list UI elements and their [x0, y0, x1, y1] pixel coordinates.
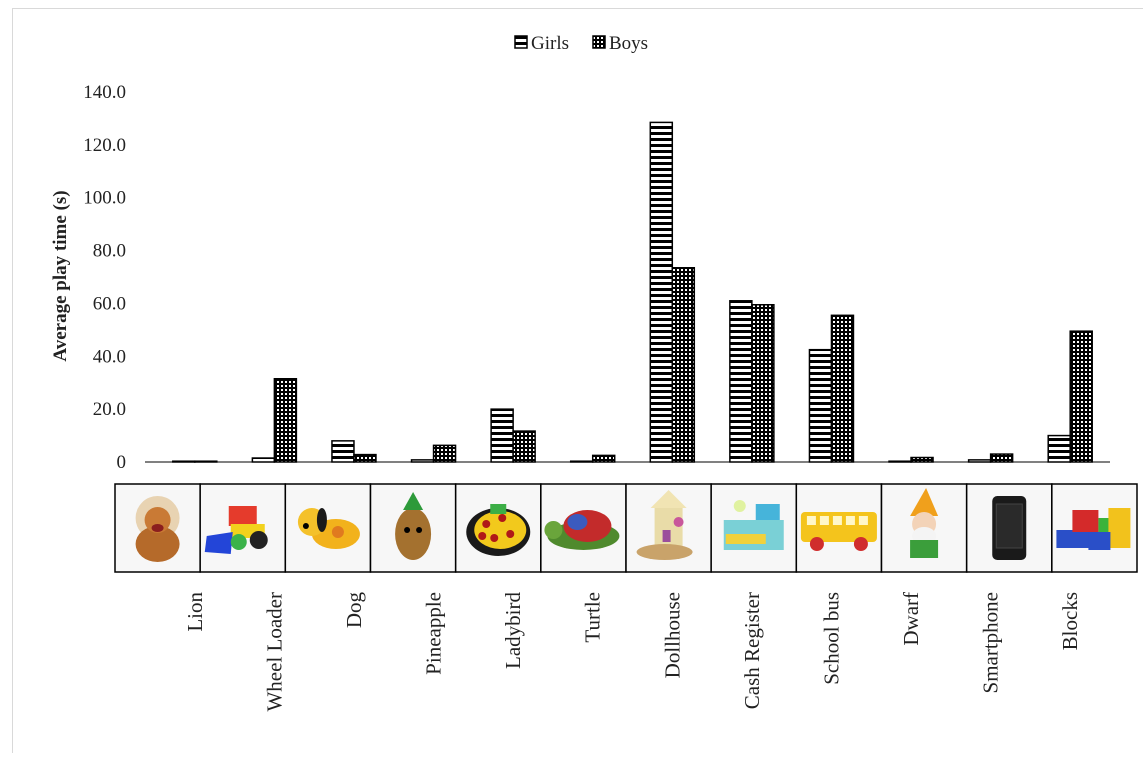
x-tick-label: Cash Register	[740, 592, 764, 709]
dog-toy-icon	[285, 484, 370, 572]
y-tick-label: 60.0	[93, 293, 126, 314]
bar-boys-school-bus	[831, 315, 853, 462]
bar-boys-ladybird	[513, 431, 535, 462]
y-tick-label: 140.0	[83, 82, 126, 103]
x-tick-label: Pineapple	[422, 592, 446, 675]
x-tick-label: Blocks	[1058, 592, 1082, 650]
lion-plush-toy-icon	[115, 484, 200, 572]
bar-boys-dollhouse	[672, 268, 694, 462]
y-tick-label: 100.0	[83, 188, 126, 209]
x-tick-label: Wheel Loader	[262, 592, 286, 712]
legend-label-girls: Girls	[531, 33, 569, 54]
smartphone-icon	[967, 484, 1052, 572]
bar-boys-pineapple	[434, 445, 456, 462]
turtle-plush-toy-icon	[541, 484, 626, 572]
category-labels: Lion Wheel Loader Dog Pineapple Ladybird Turt…	[183, 592, 1082, 712]
bar-girls-wheel-loader	[252, 458, 274, 462]
bar-girls-ladybird	[491, 409, 513, 462]
y-tick-label: 80.0	[93, 241, 126, 262]
x-tick-label: Dog	[342, 592, 366, 629]
bar-girls-blocks	[1048, 436, 1070, 462]
bar-girls-pineapple	[412, 460, 434, 462]
wheel-loader-toy-icon	[200, 484, 285, 572]
bar-boys-cash-register	[752, 305, 774, 462]
ladybird-toy-icon	[456, 484, 541, 572]
bar-girls-smartphone	[969, 460, 991, 462]
pineapple-plush-toy-icon	[371, 484, 456, 572]
school-bus-toy-icon	[796, 484, 881, 572]
bar-girls-lion	[173, 461, 195, 462]
legend-swatch-boys	[593, 36, 605, 48]
bars	[173, 122, 1092, 462]
legend-label-boys: Boys	[609, 33, 648, 54]
y-tick-label: 120.0	[83, 135, 126, 156]
dollhouse-toy-icon	[626, 484, 711, 572]
x-tick-label: Turtle	[581, 592, 605, 643]
bar-girls-dog	[332, 441, 354, 462]
bar-girls-dollhouse	[650, 122, 672, 462]
bar-boys-dog	[354, 455, 376, 462]
y-axis-ticks: 0 20.0 40.0 60.0 80.0 100.0 120.0 140.0	[83, 82, 126, 473]
cash-register-toy-icon	[711, 484, 796, 572]
legend: Girls Boys	[515, 33, 648, 54]
dwarf-plush-toy-icon	[882, 484, 967, 572]
bar-girls-turtle	[571, 461, 593, 462]
x-tick-label: Ladybird	[501, 592, 525, 669]
x-tick-label: Dwarf	[899, 592, 923, 646]
bar-boys-lion	[195, 461, 217, 462]
bar-girls-school-bus	[809, 350, 831, 462]
bar-boys-turtle	[593, 455, 615, 462]
y-tick-label: 40.0	[93, 346, 126, 367]
y-tick-label: 0	[117, 452, 127, 473]
y-tick-label: 20.0	[93, 399, 126, 420]
bar-girls-cash-register	[730, 301, 752, 462]
x-tick-label: School bus	[819, 592, 843, 685]
legend-swatch-girls	[515, 36, 527, 48]
bar-boys-smartphone	[991, 454, 1013, 462]
blocks-toy-icon	[1052, 484, 1137, 572]
bar-girls-dwarf	[889, 461, 911, 462]
y-axis-label: Average play time (s)	[50, 190, 71, 361]
bar-boys-dwarf	[911, 458, 933, 462]
x-tick-label: Dollhouse	[660, 592, 684, 678]
x-tick-label: Smartphone	[979, 592, 1003, 693]
category-image-strip	[115, 484, 1137, 572]
x-tick-label: Lion	[183, 592, 207, 632]
bar-boys-wheel-loader	[274, 379, 296, 462]
chart-frame	[13, 9, 1143, 754]
bar-boys-blocks	[1070, 331, 1092, 462]
